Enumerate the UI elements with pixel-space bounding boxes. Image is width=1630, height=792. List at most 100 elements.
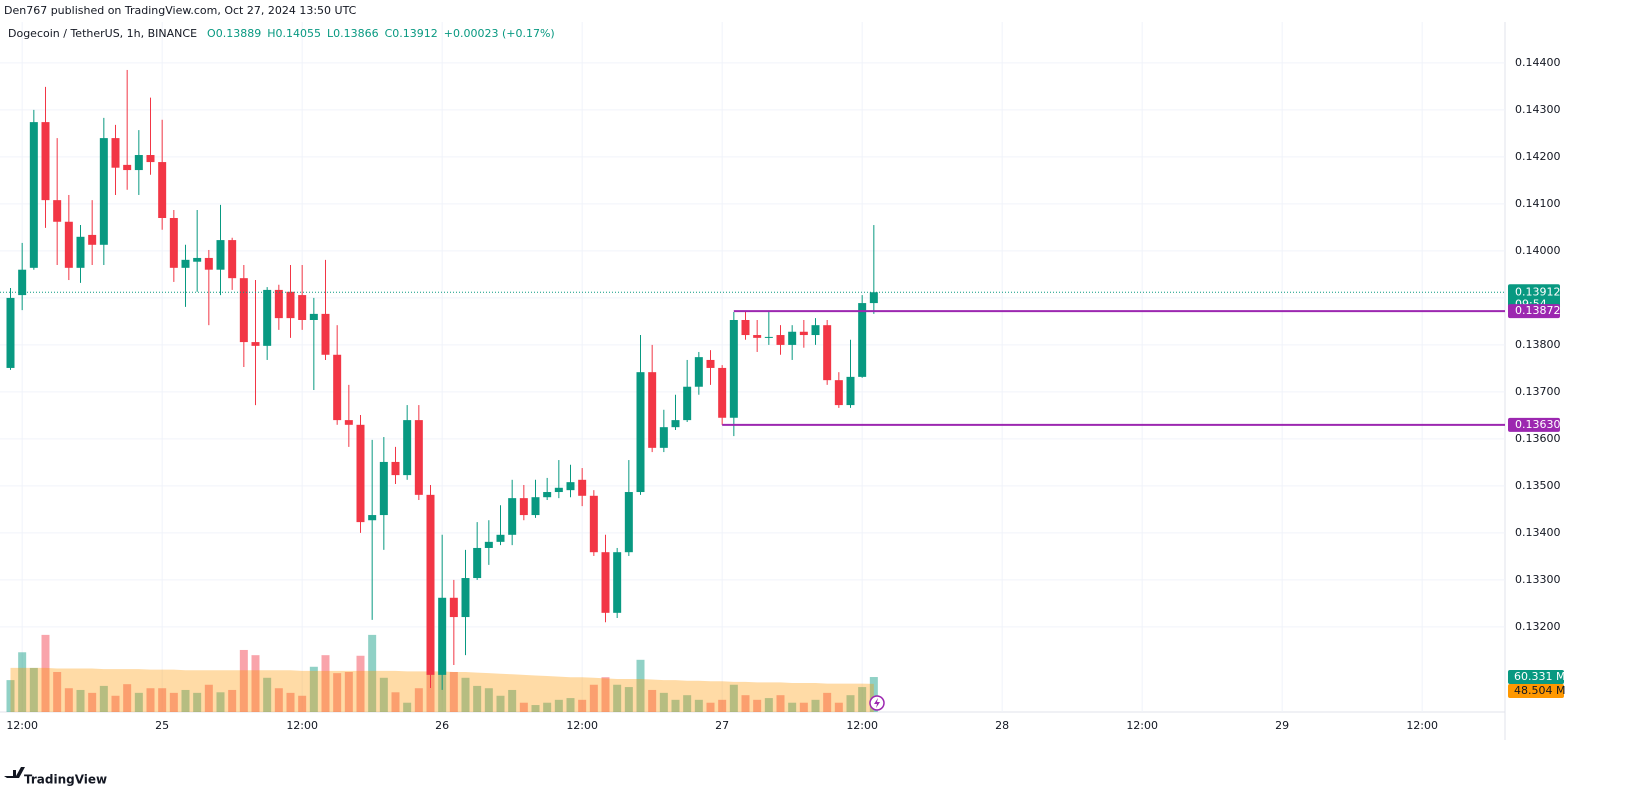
last-price-label: 0.13912 bbox=[1515, 285, 1561, 298]
candle-body bbox=[729, 319, 738, 418]
x-tick-label: 25 bbox=[155, 719, 169, 732]
volume-bar bbox=[834, 702, 843, 712]
candle-body bbox=[204, 257, 213, 270]
candle-body bbox=[519, 498, 528, 516]
candle-body bbox=[589, 495, 598, 553]
y-tick-label: 0.14000 bbox=[1515, 244, 1561, 257]
candle-body bbox=[216, 240, 225, 270]
candle-body bbox=[18, 269, 27, 296]
candle-body bbox=[753, 335, 762, 338]
axes: 0.13200 0.13300 0.13400 0.13500 0.13600 0.137… bbox=[6, 56, 1565, 732]
candle-body bbox=[99, 138, 108, 245]
candle-body bbox=[811, 325, 820, 336]
volume-ma-area bbox=[10, 667, 874, 712]
volume-bar bbox=[601, 677, 610, 712]
candle-body bbox=[239, 278, 248, 343]
candle-body bbox=[76, 236, 85, 268]
volume-label-box bbox=[1508, 670, 1564, 685]
volume-bar bbox=[41, 634, 50, 712]
volume-bar bbox=[776, 695, 785, 712]
brand-logo: TradingView bbox=[4, 767, 107, 787]
candle-body bbox=[286, 291, 295, 319]
candle-body bbox=[228, 240, 237, 279]
volume-bar bbox=[554, 699, 563, 712]
candle-body bbox=[706, 359, 715, 368]
candle-body bbox=[636, 372, 645, 493]
volume-bar bbox=[29, 667, 38, 712]
candle-body bbox=[298, 295, 307, 320]
volume-bar bbox=[298, 695, 307, 712]
volume-pane bbox=[6, 634, 878, 712]
level-box bbox=[1508, 417, 1560, 432]
candle-body bbox=[764, 336, 773, 338]
volume-bar bbox=[239, 649, 248, 712]
volume-bar bbox=[414, 688, 423, 712]
candle-body bbox=[799, 331, 808, 336]
volume-bar bbox=[123, 684, 132, 712]
candle-body bbox=[29, 122, 38, 268]
volume-bar bbox=[99, 685, 108, 712]
candle-body bbox=[788, 331, 797, 345]
volume-bar bbox=[76, 689, 85, 712]
candle-body bbox=[309, 313, 318, 320]
candle-body bbox=[601, 552, 610, 613]
candles bbox=[6, 69, 878, 690]
candle-body bbox=[683, 386, 692, 421]
volume-bar bbox=[64, 688, 73, 712]
y-tick-label: 0.13700 bbox=[1515, 385, 1561, 398]
x-tick-label: 12:00 bbox=[1406, 719, 1438, 732]
alert-bolt bbox=[874, 698, 880, 708]
ohlc-label: O0.13889 bbox=[207, 27, 261, 40]
volume-bar bbox=[683, 695, 692, 712]
candle-body bbox=[543, 492, 552, 498]
volume-bar bbox=[53, 671, 62, 712]
x-tick-label: 12:00 bbox=[566, 719, 598, 732]
y-tick-label: 0.13200 bbox=[1515, 620, 1561, 633]
ohlc-label: H0.14055 bbox=[267, 27, 321, 40]
candle-body bbox=[379, 461, 388, 516]
volume-bar bbox=[158, 688, 167, 712]
volume-bar bbox=[636, 659, 645, 712]
candle-body bbox=[403, 420, 412, 476]
candle-body bbox=[484, 541, 493, 548]
candle-body bbox=[438, 597, 447, 675]
candle-body bbox=[368, 515, 377, 521]
volume-bar bbox=[788, 702, 797, 712]
volume-bar bbox=[449, 671, 458, 712]
ohlc-label: +0.00023 (+0.17%) bbox=[444, 27, 555, 40]
candle-body bbox=[449, 597, 458, 618]
volume-bar bbox=[6, 680, 15, 712]
candle-body bbox=[321, 313, 330, 355]
candle-body bbox=[158, 162, 167, 219]
candle-body bbox=[251, 342, 260, 346]
volume-bar bbox=[869, 677, 878, 712]
volume-bar bbox=[169, 692, 178, 712]
volume-bar bbox=[18, 652, 27, 712]
volume-bar bbox=[134, 692, 143, 712]
candle-body bbox=[414, 420, 423, 495]
candle-body bbox=[391, 461, 400, 476]
volume-bar bbox=[624, 687, 633, 712]
volume-ma-label-box bbox=[1508, 684, 1564, 699]
candle-body bbox=[41, 122, 50, 201]
volume-bar bbox=[811, 699, 820, 712]
candle-body bbox=[146, 155, 155, 163]
volume-bar bbox=[858, 687, 867, 712]
volume-bar bbox=[694, 699, 703, 712]
volume-bar bbox=[356, 655, 365, 712]
volume-bar bbox=[333, 673, 342, 712]
volume-label: 60.331 M bbox=[1514, 670, 1565, 683]
candle-body bbox=[554, 487, 563, 493]
x-tick-label: 12:00 bbox=[1126, 719, 1158, 732]
volume-bar bbox=[344, 671, 353, 712]
candle-body bbox=[274, 289, 283, 319]
candle-body bbox=[426, 494, 435, 675]
y-tick-label: 0.13800 bbox=[1515, 338, 1561, 351]
volume-bar bbox=[379, 677, 388, 712]
volume-bar bbox=[473, 685, 482, 712]
candle-body bbox=[718, 367, 727, 418]
x-tick-label: 28 bbox=[995, 719, 1009, 732]
symbol-title: Dogecoin / TetherUS, 1h, BINANCE bbox=[8, 27, 197, 40]
volume-bar bbox=[391, 692, 400, 712]
